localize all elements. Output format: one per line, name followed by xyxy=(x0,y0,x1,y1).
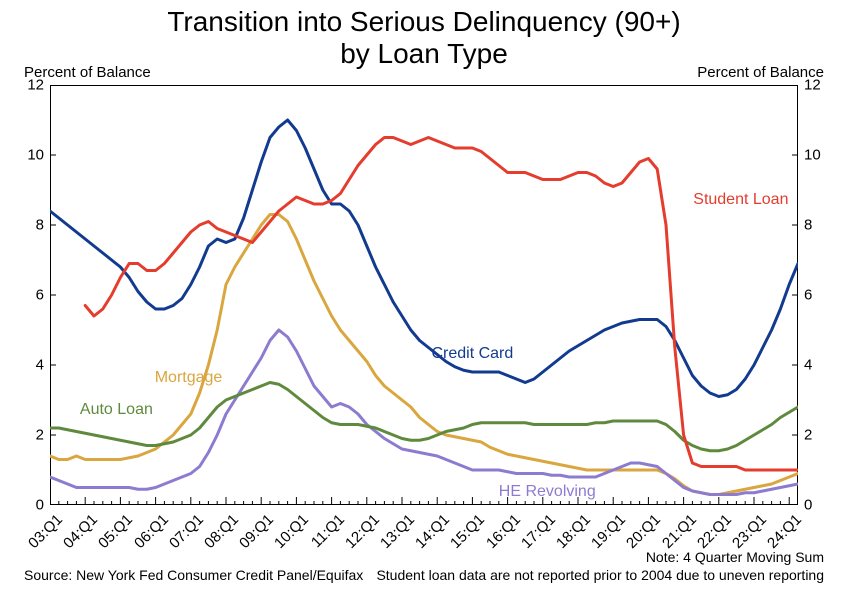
xtick-label: 11:Q1 xyxy=(307,511,347,551)
footer-note: Note: 4 Quarter Moving Sum xyxy=(646,549,824,565)
xtick-label: 23:Q1 xyxy=(729,511,770,552)
ytick-label-right: 6 xyxy=(804,287,834,304)
xtick-label: 05:Q1 xyxy=(95,511,136,552)
ytick-label-left: 4 xyxy=(14,357,44,374)
xtick-label: 06:Q1 xyxy=(131,511,172,552)
ytick-label-left: 6 xyxy=(14,287,44,304)
ytick-label-right: 4 xyxy=(804,357,834,374)
chart-title: Transition into Serious Delinquency (90+… xyxy=(0,6,848,70)
xtick-label: 13:Q1 xyxy=(377,511,418,552)
plot-area xyxy=(50,85,798,505)
xtick-label: 08:Q1 xyxy=(201,511,242,552)
xtick-label: 03:Q1 xyxy=(25,511,66,552)
xtick-label: 22:Q1 xyxy=(694,511,735,552)
chart-title-line1: Transition into Serious Delinquency (90+… xyxy=(167,6,680,37)
series-label-he_revolving: HE Revolving xyxy=(499,483,596,501)
xtick-label: 17:Q1 xyxy=(518,511,559,552)
xtick-label: 12:Q1 xyxy=(342,511,383,552)
xtick-label: 19:Q1 xyxy=(588,511,629,552)
ytick-label-right: 8 xyxy=(804,217,834,234)
footer-subnote: Student loan data are not reported prior… xyxy=(376,567,824,583)
series-label-mortgage: Mortgage xyxy=(155,369,223,387)
ytick-label-right: 12 xyxy=(804,77,834,94)
series-label-auto_loan: Auto Loan xyxy=(80,401,153,419)
xtick-label: 09:Q1 xyxy=(236,511,277,552)
ytick-label-left: 12 xyxy=(14,77,44,94)
xtick-label: 21:Q1 xyxy=(659,511,700,552)
xtick-label: 14:Q1 xyxy=(412,511,453,552)
ytick-label-left: 2 xyxy=(14,427,44,444)
xtick-label: 20:Q1 xyxy=(623,511,664,552)
xtick-label: 10:Q1 xyxy=(271,511,312,552)
xtick-label: 04:Q1 xyxy=(60,511,101,552)
ytick-label-left: 8 xyxy=(14,217,44,234)
xtick-label: 07:Q1 xyxy=(166,511,207,552)
ytick-label-right: 0 xyxy=(804,497,834,514)
chart-container: Transition into Serious Delinquency (90+… xyxy=(0,0,848,595)
footer-source: Source: New York Fed Consumer Credit Pan… xyxy=(24,567,363,583)
xtick-label: 18:Q1 xyxy=(553,511,594,552)
series-label-credit_card: Credit Card xyxy=(431,345,513,363)
xtick-label: 15:Q1 xyxy=(447,511,488,552)
ytick-label-right: 2 xyxy=(804,427,834,444)
series-label-student_loan: Student Loan xyxy=(693,191,788,209)
chart-title-line2: by Loan Type xyxy=(340,38,508,69)
xtick-label: 16:Q1 xyxy=(483,511,524,552)
plot-svg xyxy=(50,85,798,505)
ytick-label-left: 10 xyxy=(14,147,44,164)
ytick-label-right: 10 xyxy=(804,147,834,164)
xtick-label: 24:Q1 xyxy=(764,511,805,552)
ytick-label-left: 0 xyxy=(14,497,44,514)
